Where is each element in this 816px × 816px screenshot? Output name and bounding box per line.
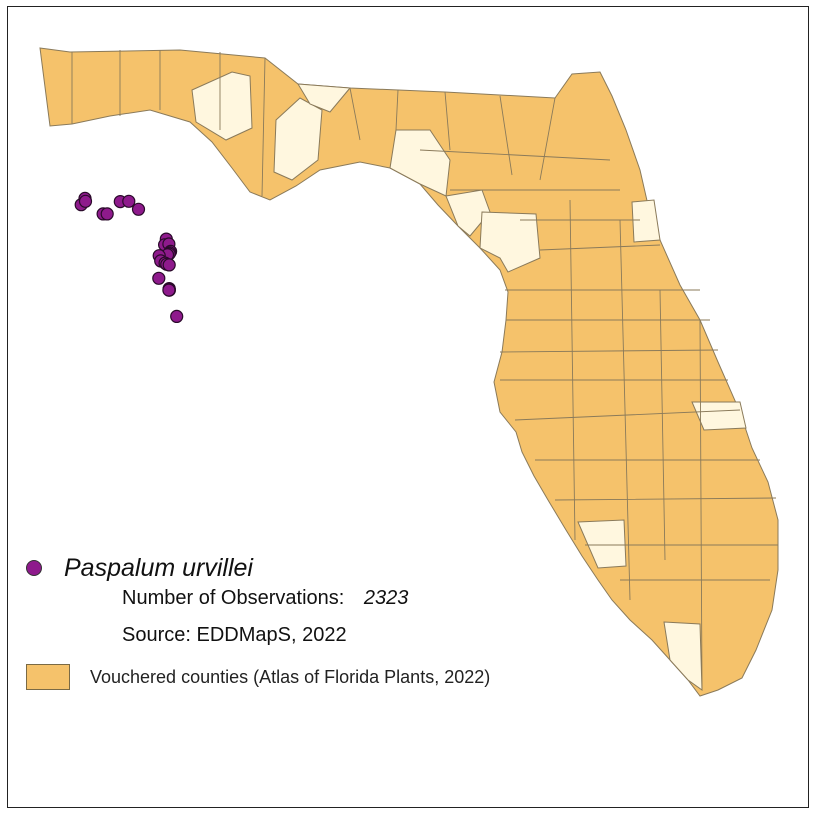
observation-point [131, 202, 146, 216]
observation-point [78, 194, 93, 208]
observations-line: Number of Observations: 2323 [122, 587, 408, 610]
county-unvouchered-gulf-area [273, 97, 323, 181]
county-unvouchered-flagler-area [631, 199, 661, 243]
county-unvouchered-charlotte-area [577, 519, 627, 569]
vouchered-label: Vouchered counties (Atlas of Florida Pla… [90, 666, 491, 687]
observation-point [100, 207, 114, 221]
legend-point-icon [26, 560, 42, 576]
species-name: Paspalum urvillei [64, 553, 253, 582]
source-label: Source: EDDMapS, 2022 [122, 624, 347, 646]
observation-point [170, 309, 184, 323]
county-unvouchered-brevard-south-area [691, 401, 747, 431]
county-unvouchered-levy-area [479, 211, 541, 273]
observation-point [162, 283, 176, 297]
observations-count: 2323 [363, 587, 409, 609]
vouchered-swatch [26, 664, 70, 690]
observation-point [122, 194, 136, 208]
observation-point [162, 258, 176, 272]
county-unvouchered-monroe-area [663, 621, 703, 691]
county-boundaries [71, 50, 778, 691]
county-unvouchered-wakulla-area [297, 83, 352, 113]
observation-point [152, 271, 166, 285]
county-unvouchered-dixie-area [445, 189, 491, 237]
legend-vouchered: Vouchered counties (Atlas of Florida Pla… [26, 664, 490, 690]
legend-species: Paspalum urvillei [26, 552, 253, 584]
observations-label: Number of Observations: [122, 587, 345, 609]
county-unvouchered-escambia-area [191, 71, 253, 141]
